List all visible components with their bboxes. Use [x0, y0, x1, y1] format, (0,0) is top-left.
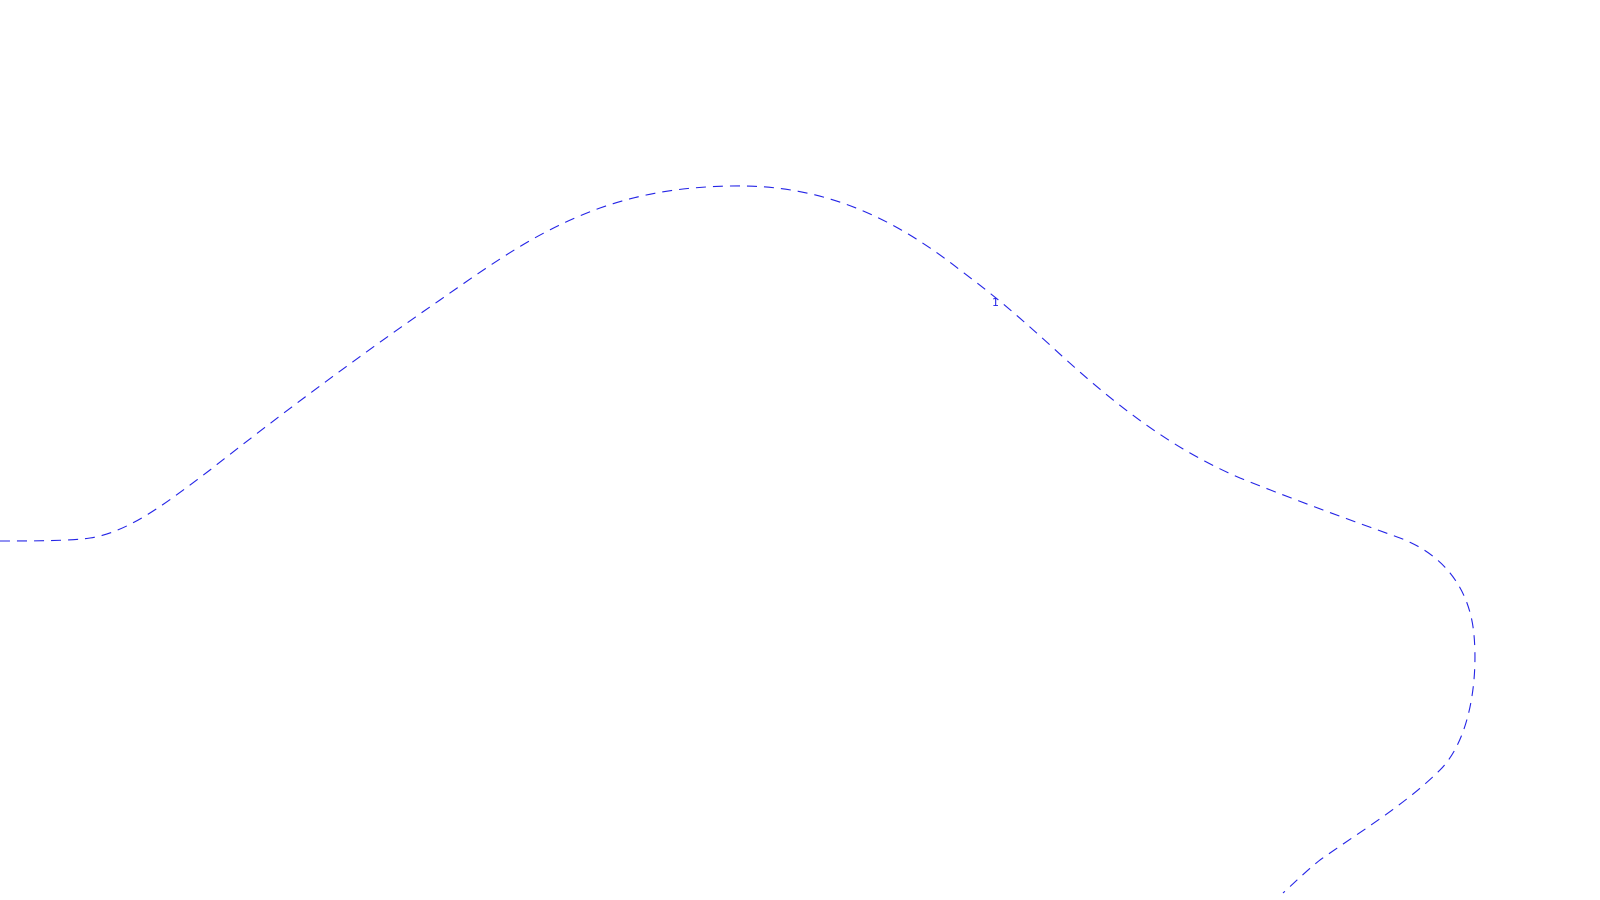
contour-line: [0, 185, 1476, 894]
contour-label: 1: [992, 296, 999, 309]
